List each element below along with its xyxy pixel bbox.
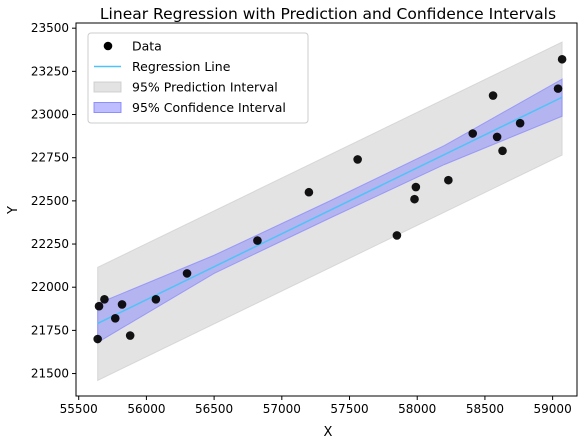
data-point	[557, 54, 567, 64]
legend-marker	[103, 41, 113, 51]
y-tick-label: 23000	[31, 108, 69, 122]
y-tick-label: 21750	[31, 323, 69, 337]
y-tick-label: 22750	[31, 151, 69, 165]
data-point	[353, 155, 362, 164]
data-point	[182, 269, 192, 278]
y-axis-title: Y	[6, 206, 21, 215]
x-tick-label: 59000	[534, 402, 572, 416]
data-point	[151, 294, 161, 304]
legend-label: Data	[132, 39, 162, 54]
legend-label: 95% Confidence Interval	[132, 100, 286, 115]
data-point	[110, 313, 120, 323]
regression-line	[97, 96, 563, 325]
plot-area	[93, 41, 567, 382]
x-tick-label: 58000	[398, 402, 436, 416]
x-axis-title: X	[324, 425, 333, 440]
data-point	[392, 231, 402, 240]
y-tick-label: 23500	[31, 21, 69, 35]
data-point	[468, 129, 478, 138]
legend: Data Regression Line 95% Prediction Interv…	[87, 32, 309, 124]
x-axis: 55500 56000 56500 57000 57500 58000 58500 59000	[60, 396, 572, 416]
plot-frame	[75, 22, 578, 397]
data-point	[492, 132, 502, 142]
data-point	[253, 236, 262, 245]
data-point	[444, 175, 453, 185]
data-point	[488, 91, 498, 100]
data-point	[93, 334, 102, 344]
data-point	[553, 84, 563, 93]
y-tick-label: 23250	[31, 64, 69, 78]
legend-patch	[93, 81, 122, 93]
legend-label: Regression Line	[132, 59, 231, 74]
data-point	[125, 331, 135, 340]
y-axis: 21500 21750 22000 22250 22500 22750 23000 23250…	[31, 21, 76, 381]
y-tick-label: 22500	[31, 194, 69, 208]
x-tick-label: 55500	[60, 402, 98, 416]
data-points	[93, 54, 567, 344]
x-tick-label: 57500	[330, 402, 368, 416]
data-point	[411, 182, 421, 192]
data-point	[117, 300, 127, 309]
legend-box	[87, 32, 309, 124]
data-point	[498, 146, 507, 156]
data-point	[100, 294, 109, 304]
x-tick-label: 56000	[127, 402, 165, 416]
data-point	[304, 187, 314, 197]
x-tick-label: 56500	[195, 402, 233, 416]
y-tick-label: 22250	[31, 237, 69, 251]
y-tick-label: 21500	[31, 367, 69, 381]
legend-patch	[93, 102, 122, 113]
data-point	[410, 194, 419, 204]
data-point	[94, 301, 104, 311]
chart-title: Linear Regression with Prediction and Co…	[100, 5, 556, 23]
data-point	[515, 118, 525, 128]
y-tick-label: 22000	[31, 280, 69, 294]
x-tick-label: 57000	[263, 402, 301, 416]
legend-label: 95% Prediction Interval	[132, 80, 278, 95]
x-tick-label: 58500	[466, 402, 504, 416]
